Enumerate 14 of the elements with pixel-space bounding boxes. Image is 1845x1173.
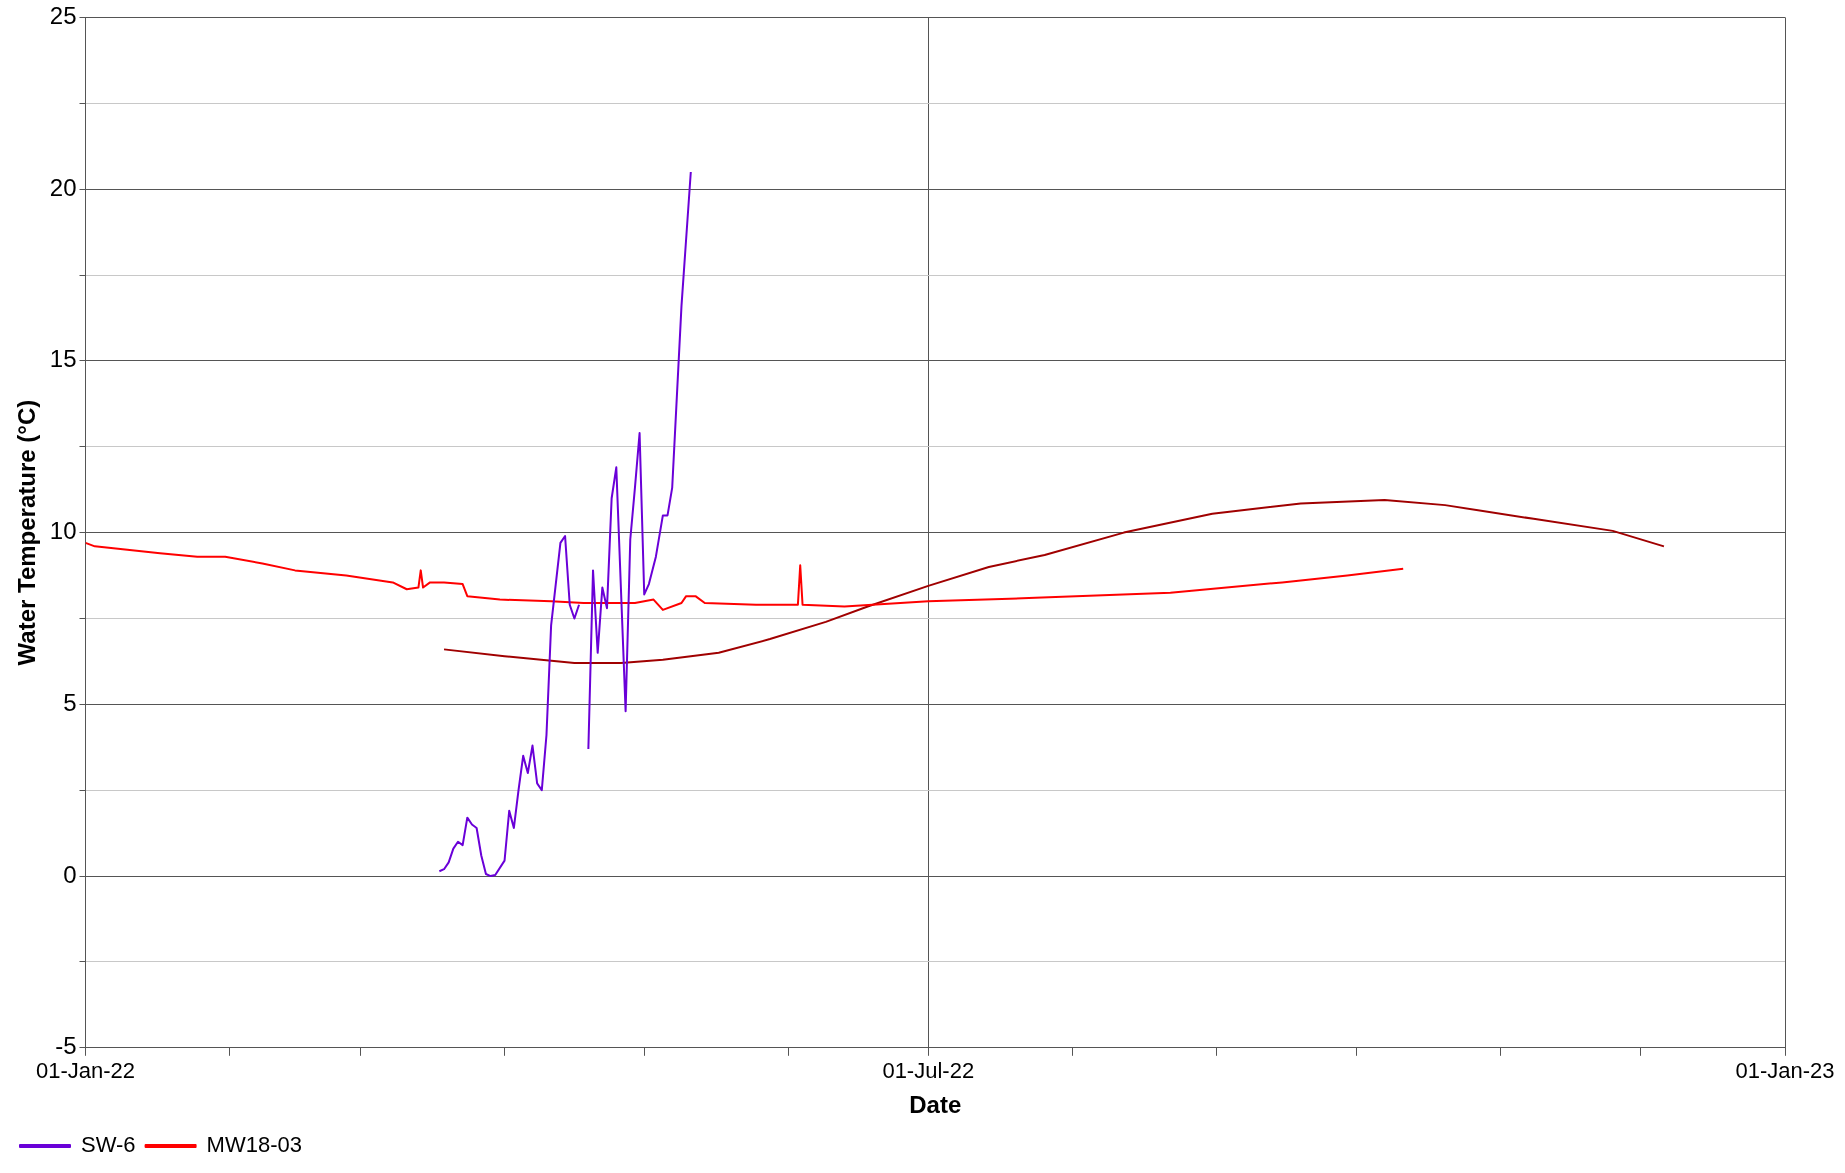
legend-label: SW-6: [81, 1132, 136, 1158]
y-tick-label: 5: [63, 688, 77, 716]
y-tick-label: -5: [55, 1032, 77, 1060]
legend-label: MW18-03: [206, 1132, 302, 1158]
y-axis-title: Water Temperature (°C): [13, 399, 41, 666]
x-tick-label: 01-Jul-22: [882, 1058, 975, 1084]
x-tick-label: 01-Jan-23: [1735, 1058, 1835, 1084]
y-tick-label: 25: [49, 2, 77, 30]
y-tick-label: 10: [49, 517, 77, 545]
y-tick-label: 15: [49, 345, 77, 373]
x-axis-title: Date: [909, 1091, 962, 1119]
y-tick-label: 20: [49, 173, 77, 201]
y-tick-label: 0: [63, 860, 77, 888]
x-tick-label: 01-Jan-22: [35, 1058, 136, 1084]
